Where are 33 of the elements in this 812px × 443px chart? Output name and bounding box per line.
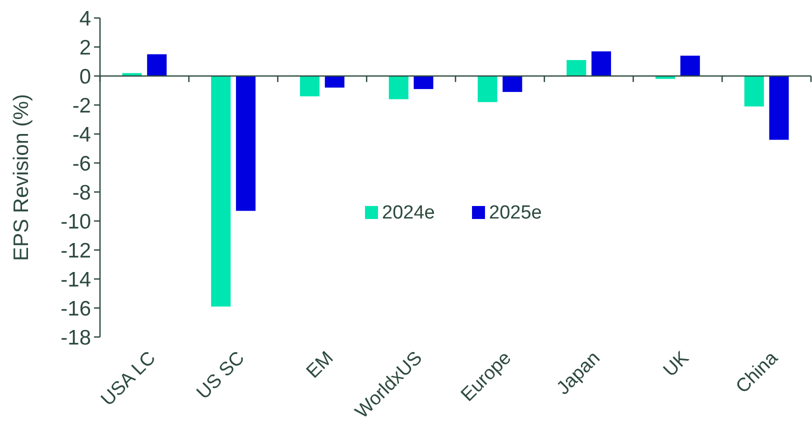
y-tick-label: -12 bbox=[60, 239, 91, 262]
y-tick-label: 0 bbox=[79, 65, 91, 88]
bar bbox=[324, 76, 344, 88]
bar bbox=[388, 76, 408, 100]
x-tick-label: UK bbox=[660, 347, 694, 382]
legend-label: 2025e bbox=[489, 202, 542, 224]
y-tick-label: 4 bbox=[79, 7, 92, 30]
bar bbox=[566, 60, 586, 76]
y-tick-label: -2 bbox=[72, 94, 91, 118]
y-tick-label: -4 bbox=[72, 123, 92, 146]
bar bbox=[414, 76, 434, 90]
bar bbox=[211, 76, 231, 307]
legend-label: 2024e bbox=[382, 202, 435, 224]
x-tick-label: EM bbox=[302, 348, 338, 383]
x-tick-label: US SC bbox=[192, 348, 249, 404]
y-tick-label: -10 bbox=[60, 210, 91, 234]
bar bbox=[147, 54, 167, 76]
bar bbox=[502, 76, 522, 92]
y-tick-label: -6 bbox=[72, 152, 91, 176]
y-tick-label: -18 bbox=[60, 326, 91, 350]
x-tick-label: USA LC bbox=[97, 348, 160, 410]
y-axis-title: EPS Revision (%) bbox=[10, 94, 33, 261]
bar bbox=[300, 76, 320, 96]
bar bbox=[769, 76, 789, 140]
bar bbox=[478, 76, 498, 102]
bar bbox=[591, 51, 612, 76]
y-tick-label: 2 bbox=[79, 36, 91, 60]
y-tick-label: -14 bbox=[60, 268, 92, 292]
bar bbox=[744, 76, 764, 106]
y-tick-label: -16 bbox=[60, 297, 91, 320]
bar bbox=[680, 56, 700, 76]
y-tick-label: -8 bbox=[72, 181, 91, 204]
bar bbox=[236, 76, 256, 211]
